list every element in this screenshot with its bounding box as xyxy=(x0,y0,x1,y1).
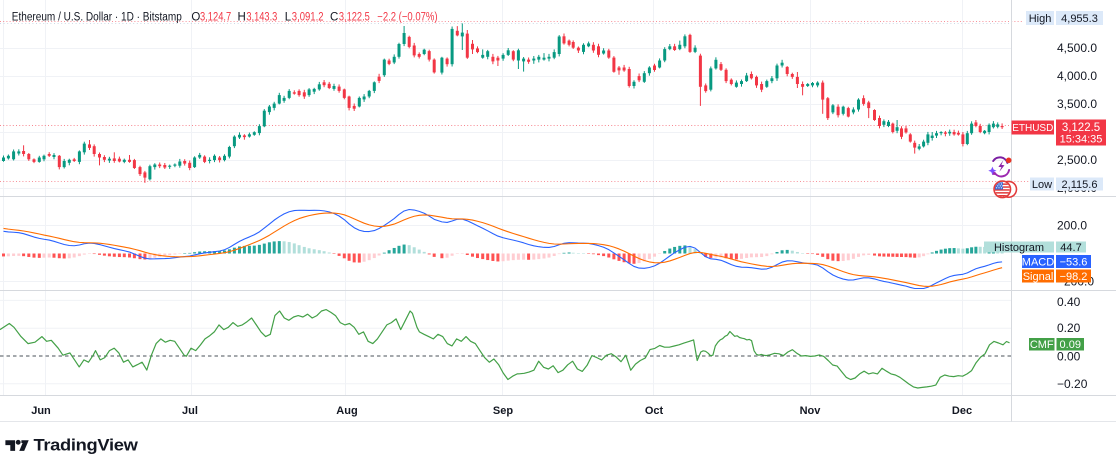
svg-text:3,091.2: 3,091.2 xyxy=(292,12,324,24)
svg-text:44.7: 44.7 xyxy=(1060,242,1081,254)
svg-text:Oct: Oct xyxy=(645,405,664,417)
svg-text:O: O xyxy=(191,12,200,24)
svg-text:3,500.0: 3,500.0 xyxy=(1057,97,1097,111)
svg-text:2,115.6: 2,115.6 xyxy=(1062,179,1098,191)
svg-text:ETHUSD: ETHUSD xyxy=(1012,123,1053,134)
svg-text:Nov: Nov xyxy=(800,405,822,417)
svg-text:Histogram: Histogram xyxy=(994,242,1044,254)
svg-text:C: C xyxy=(330,12,338,24)
svg-text:L: L xyxy=(285,12,292,24)
svg-text:3,124.7: 3,124.7 xyxy=(200,12,231,24)
svg-text:0.00: 0.00 xyxy=(1057,350,1081,364)
svg-text:3,122.5: 3,122.5 xyxy=(1062,122,1100,134)
svg-text:H: H xyxy=(238,12,246,24)
svg-text:3,122.5: 3,122.5 xyxy=(339,12,370,24)
svg-text:200.0: 200.0 xyxy=(1057,219,1087,233)
svg-text:2,500.0: 2,500.0 xyxy=(1057,153,1097,167)
svg-text:Jun: Jun xyxy=(31,405,51,417)
svg-text:Aug: Aug xyxy=(336,405,357,417)
svg-text:Sep: Sep xyxy=(493,405,513,417)
svg-text:−53.6: −53.6 xyxy=(1060,257,1088,269)
svg-text:Jul: Jul xyxy=(182,405,198,417)
svg-text:0.20: 0.20 xyxy=(1057,321,1081,335)
svg-text:MACD: MACD xyxy=(1022,257,1054,269)
svg-text:−0.20: −0.20 xyxy=(1057,377,1088,391)
svg-text:4,955.3: 4,955.3 xyxy=(1061,13,1098,25)
svg-text:High: High xyxy=(1029,13,1052,25)
svg-text:Low: Low xyxy=(1032,179,1052,191)
svg-text:Signal: Signal xyxy=(1023,271,1054,283)
svg-text:TradingView: TradingView xyxy=(34,436,139,455)
svg-text:15:34:35: 15:34:35 xyxy=(1060,134,1103,146)
svg-text:0.09: 0.09 xyxy=(1060,339,1081,351)
svg-text:4,000.0: 4,000.0 xyxy=(1057,69,1097,83)
svg-text:CMF: CMF xyxy=(1030,339,1054,351)
svg-text:−2.2 (−0.07%): −2.2 (−0.07%) xyxy=(377,12,437,24)
svg-text:0.40: 0.40 xyxy=(1057,295,1081,309)
svg-text:−98.2: −98.2 xyxy=(1060,271,1088,283)
svg-text:3,143.3: 3,143.3 xyxy=(246,12,277,24)
svg-text:Ethereum / U.S. Dollar · 1D ·: Ethereum / U.S. Dollar · 1D · Bitstamp xyxy=(12,12,182,24)
svg-text:Dec: Dec xyxy=(952,405,972,417)
svg-text:4,500.0: 4,500.0 xyxy=(1057,41,1097,55)
